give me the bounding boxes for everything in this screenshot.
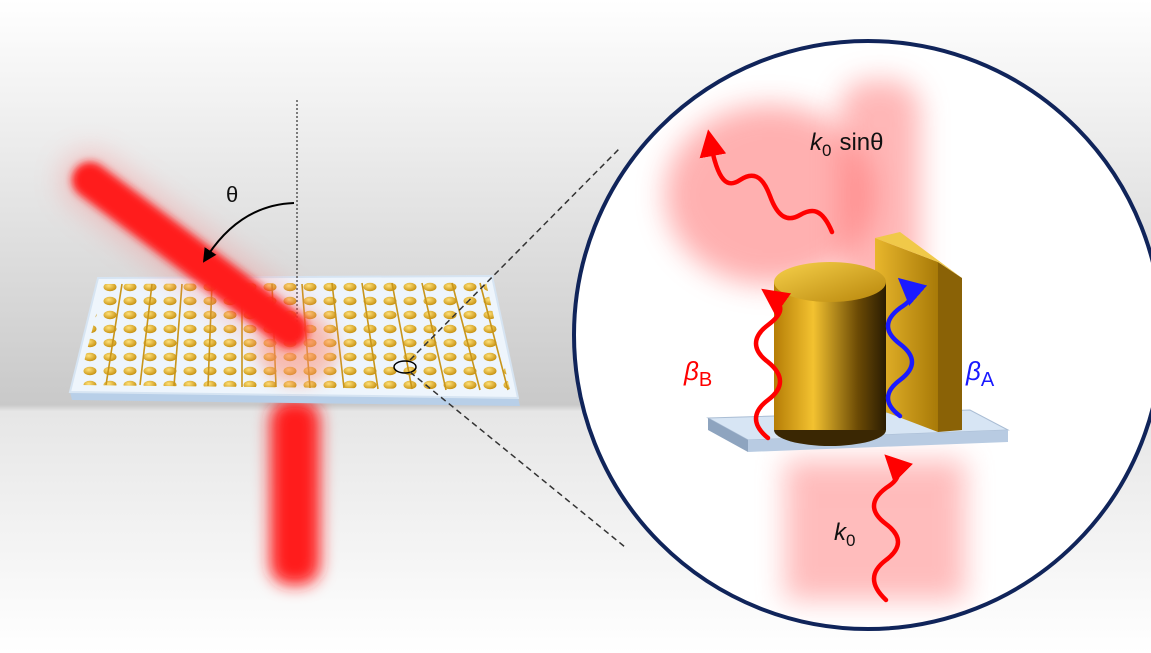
angle-arc (202, 202, 295, 263)
zoom-inset: k0 sinθ βB βA k0 (572, 39, 1151, 631)
unit-cell-marker (393, 360, 417, 374)
zoom-line-bottom (409, 371, 626, 548)
incident-beam (61, 151, 319, 359)
zoom-circle-border (572, 39, 1151, 631)
mode-b-label: βB (683, 356, 712, 391)
diffracted-wave-label: k0 sinθ (810, 129, 884, 160)
input-wave (871, 454, 914, 603)
gold-cylinder (774, 262, 886, 446)
transmitted-beam (270, 400, 320, 585)
mode-a-wave (885, 277, 928, 419)
input-wave-label: k0 (834, 519, 855, 550)
mode-b-wave (753, 288, 792, 441)
diffracted-wave (699, 129, 835, 235)
angle-label: θ (226, 182, 238, 207)
mode-a-label: βA (965, 356, 995, 391)
